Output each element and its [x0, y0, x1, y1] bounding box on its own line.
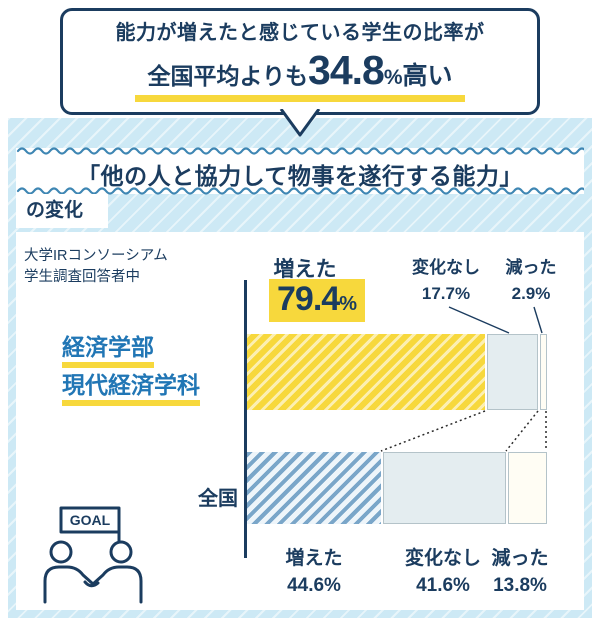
- bottom-nochange-text: 変化なし: [404, 548, 481, 569]
- series1-name-label: 経済学部 現代経済学科: [62, 336, 200, 412]
- bar2-increased-segment: [247, 452, 381, 524]
- increased-big-number: 79.4: [277, 280, 340, 318]
- top-increased-label: 増えた: [273, 258, 337, 281]
- survey-note-line2: 学生調査回答者中: [24, 269, 140, 286]
- callout-percent-sign: %: [383, 66, 403, 89]
- decreased-text: 減った: [505, 258, 557, 277]
- series1-name-line1: 経済学部: [62, 336, 154, 368]
- top-nochange-label: 変化なし 17.7%: [371, 255, 521, 306]
- wavy-line-bottom-icon: [16, 187, 584, 195]
- bar1-increased-segment: [247, 334, 486, 410]
- series1-name-line2: 現代経済学科: [62, 374, 200, 406]
- bottom-decreased-value: 13.8%: [493, 574, 547, 596]
- yellow-highlight: 79.4%: [269, 279, 365, 322]
- bottom-increased-label: 増えた 44.6%: [247, 546, 381, 599]
- callout-suffix: 高い: [402, 62, 453, 90]
- nochange-value: 17.7%: [421, 283, 471, 303]
- top-increased-value: 79.4%: [237, 279, 397, 322]
- bar-econ-department: [247, 334, 547, 410]
- bottom-nochange-value: 41.6%: [416, 574, 470, 596]
- chart-subtitle: の変化: [16, 194, 108, 228]
- dotted-connector-lines-icon: [380, 410, 547, 452]
- bar1-nochange-segment: [485, 334, 539, 410]
- decreased-value: 2.9%: [511, 283, 551, 303]
- bottom-nochange-label: 変化なし 41.6%: [376, 546, 510, 599]
- bar-national: [247, 452, 547, 524]
- callout-line1: 能力が増えたと感じている学生の比率が: [115, 22, 485, 44]
- survey-note: 大学IRコンソーシアム 学生調査回答者中: [24, 246, 168, 288]
- bottom-decreased-label: 減った 13.8%: [465, 546, 575, 599]
- callout-bubble: 能力が増えたと感じている学生の比率が 全国平均よりも34.8%高い: [60, 8, 540, 137]
- series2-name-label: 全国: [198, 488, 238, 510]
- increased-unit: %: [339, 293, 357, 315]
- wavy-line-top-icon: [16, 147, 584, 155]
- panel-background: 「他の人と協力して物事を遂行する能力」 の変化 大学IRコンソーシアム 学生調査…: [8, 118, 592, 618]
- goal-flag-text: GOAL: [70, 512, 111, 528]
- bottom-decreased-text: 減った: [491, 548, 549, 569]
- chart-card: 大学IRコンソーシアム 学生調査回答者中 増えた 79.4% 変化なし 17.7…: [16, 232, 584, 610]
- callout-highlighted-line: 全国平均よりも34.8%高い: [135, 47, 465, 103]
- speech-bubble-tail-icon: [279, 109, 321, 137]
- title-strip: 「他の人と協力して物事を遂行する能力」: [16, 147, 584, 195]
- bottom-increased-text: 増えた: [285, 548, 343, 569]
- nochange-text: 変化なし: [412, 258, 480, 277]
- survey-note-line1: 大学IRコンソーシアム: [24, 248, 168, 264]
- bar-axis-line: [244, 280, 247, 558]
- bar2-nochange-segment: [380, 452, 506, 524]
- callout-prefix: 全国平均よりも: [147, 63, 309, 89]
- chart-title: 「他の人と協力して物事を遂行する能力」: [77, 163, 523, 189]
- bottom-increased-value: 44.6%: [287, 574, 341, 596]
- callout-big-number: 34.8: [308, 47, 385, 93]
- top-decreased-label: 減った 2.9%: [471, 255, 591, 306]
- goal-handshake-icon: GOAL: [43, 506, 143, 604]
- bar1-decreased-segment: [538, 334, 547, 410]
- bar2-decreased-segment: [505, 452, 547, 524]
